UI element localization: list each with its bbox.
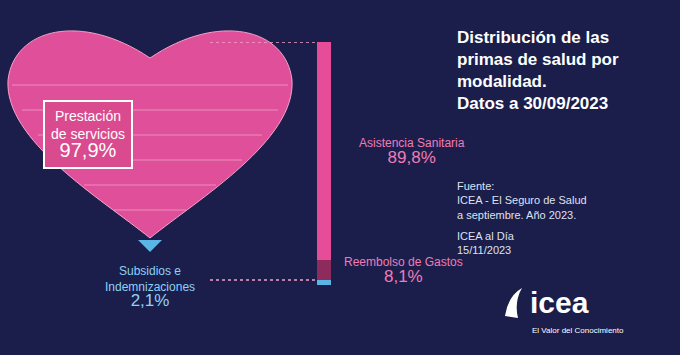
svg-text:Reembolso de Gastos8,1%: Reembolso de Gastos8,1%: [344, 255, 463, 286]
svg-text:Prestaciónde servicios97,9%: Prestaciónde servicios97,9%: [51, 108, 125, 161]
svg-text:El Valor del Conocimiento: El Valor del Conocimiento: [532, 326, 624, 335]
svg-text:Fuente:ICEA - El Seguro de Sal: Fuente:ICEA - El Seguro de Saluda septie…: [457, 180, 587, 221]
svg-text:Asistencia Sanitaria89,8%: Asistencia Sanitaria89,8%: [359, 136, 465, 167]
svg-text:Distribución de lasprimas de s: Distribución de lasprimas de salud pormo…: [457, 28, 619, 113]
svg-text:ICEA al Día15/11/2023: ICEA al Día15/11/2023: [457, 230, 515, 256]
svg-text:Subsidios eIndemnizaciones2,1%: Subsidios eIndemnizaciones2,1%: [105, 264, 195, 310]
svg-text:icea: icea: [530, 286, 589, 319]
